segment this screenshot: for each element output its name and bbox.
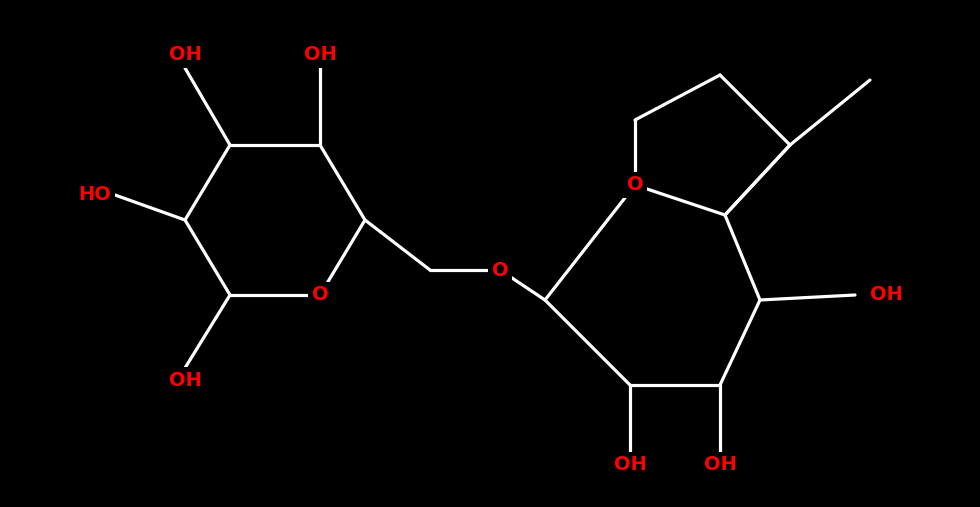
Text: OH: OH (704, 455, 736, 475)
Text: OH: OH (870, 285, 903, 305)
Text: HO: HO (78, 186, 112, 204)
Text: OH: OH (613, 455, 647, 475)
Text: OH: OH (169, 46, 202, 64)
Text: O: O (626, 175, 643, 195)
Text: OH: OH (304, 46, 336, 64)
Text: O: O (492, 261, 509, 279)
Text: OH: OH (169, 371, 202, 389)
Text: O: O (312, 285, 328, 305)
